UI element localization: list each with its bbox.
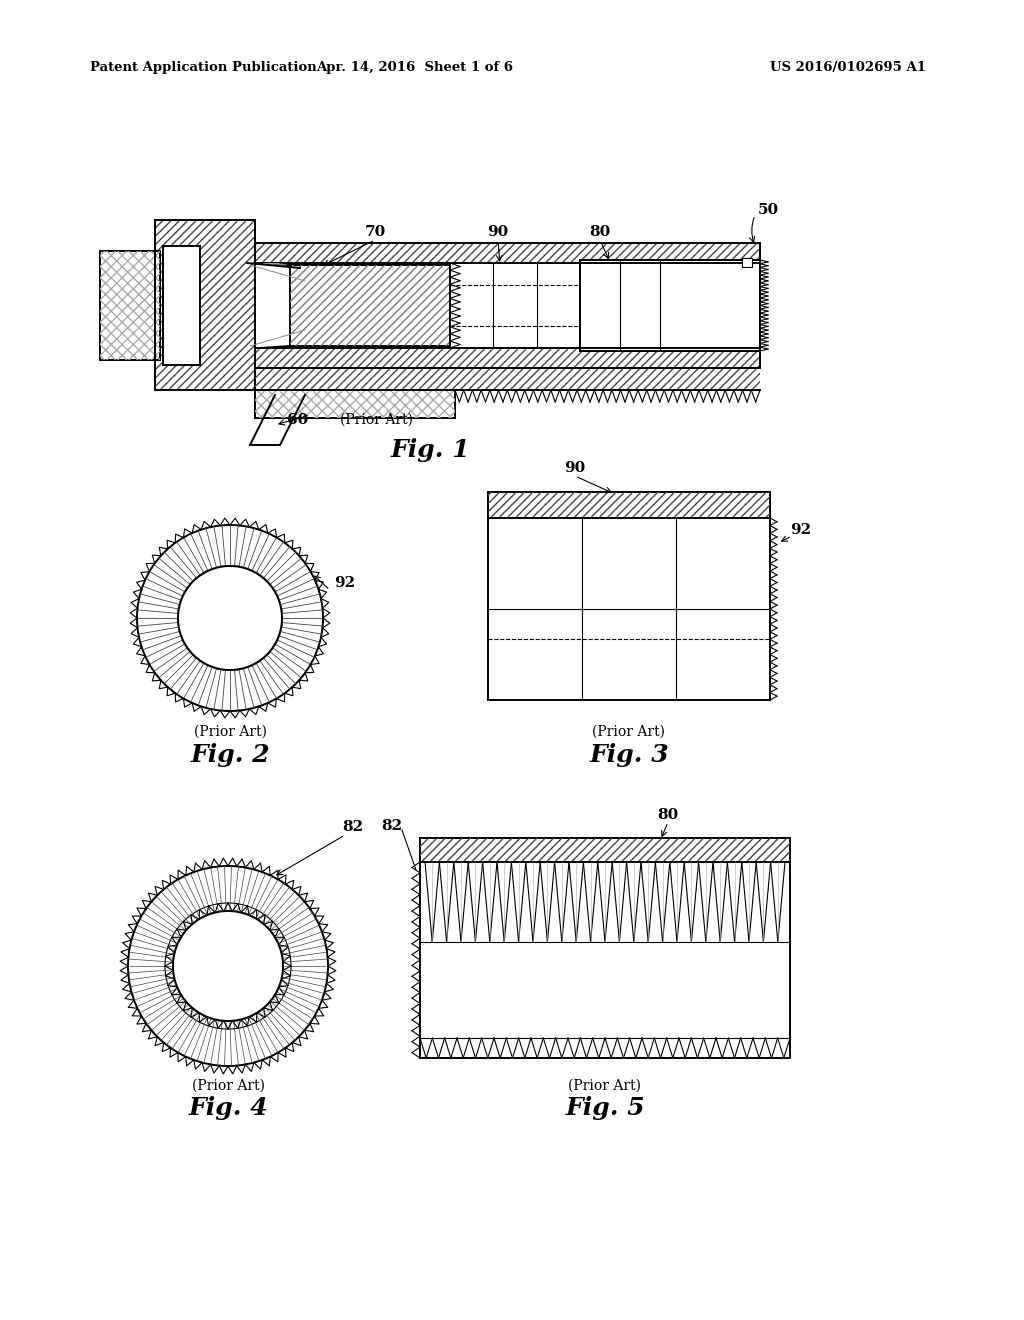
Bar [488,492,770,700]
Bar [488,492,770,517]
Text: 80: 80 [657,808,679,822]
Circle shape [178,566,282,671]
Text: (Prior Art): (Prior Art) [194,725,266,739]
Text: 92: 92 [790,523,811,537]
Text: Patent Application Publication: Patent Application Publication [90,62,316,74]
Text: Fig. 3: Fig. 3 [589,743,669,767]
Circle shape [173,911,283,1020]
Bar [100,251,160,360]
Bar [255,389,455,418]
Bar [255,348,760,368]
Bar [290,265,450,346]
Text: 60: 60 [288,413,308,426]
Bar [100,251,160,360]
Bar [290,265,450,346]
Text: (Prior Art): (Prior Art) [568,1078,641,1093]
Bar [163,246,200,366]
Bar [155,220,255,389]
Bar [155,220,255,389]
Bar [420,838,790,1059]
Text: 82: 82 [342,820,364,834]
Text: (Prior Art): (Prior Art) [191,1078,264,1093]
Text: Fig. 4: Fig. 4 [188,1096,268,1119]
Text: Fig. 5: Fig. 5 [565,1096,645,1119]
Text: Fig. 1: Fig. 1 [390,438,470,462]
Bar [742,257,752,267]
Text: Fig. 2: Fig. 2 [190,743,269,767]
Text: 80: 80 [590,224,610,239]
Bar [255,243,760,263]
Text: 50: 50 [758,203,779,216]
Bar [450,263,580,348]
Bar [420,838,790,862]
Text: 90: 90 [564,461,586,475]
Text: (Prior Art): (Prior Art) [593,725,666,739]
Bar [255,368,760,389]
Text: US 2016/0102695 A1: US 2016/0102695 A1 [770,62,926,74]
Bar [255,389,455,418]
Bar [580,260,760,351]
Text: 90: 90 [487,224,509,239]
Text: Apr. 14, 2016  Sheet 1 of 6: Apr. 14, 2016 Sheet 1 of 6 [316,62,513,74]
Text: 92: 92 [334,576,355,590]
Text: 82: 82 [381,818,402,833]
Text: 70: 70 [365,224,386,239]
Text: (Prior Art): (Prior Art) [340,413,413,426]
